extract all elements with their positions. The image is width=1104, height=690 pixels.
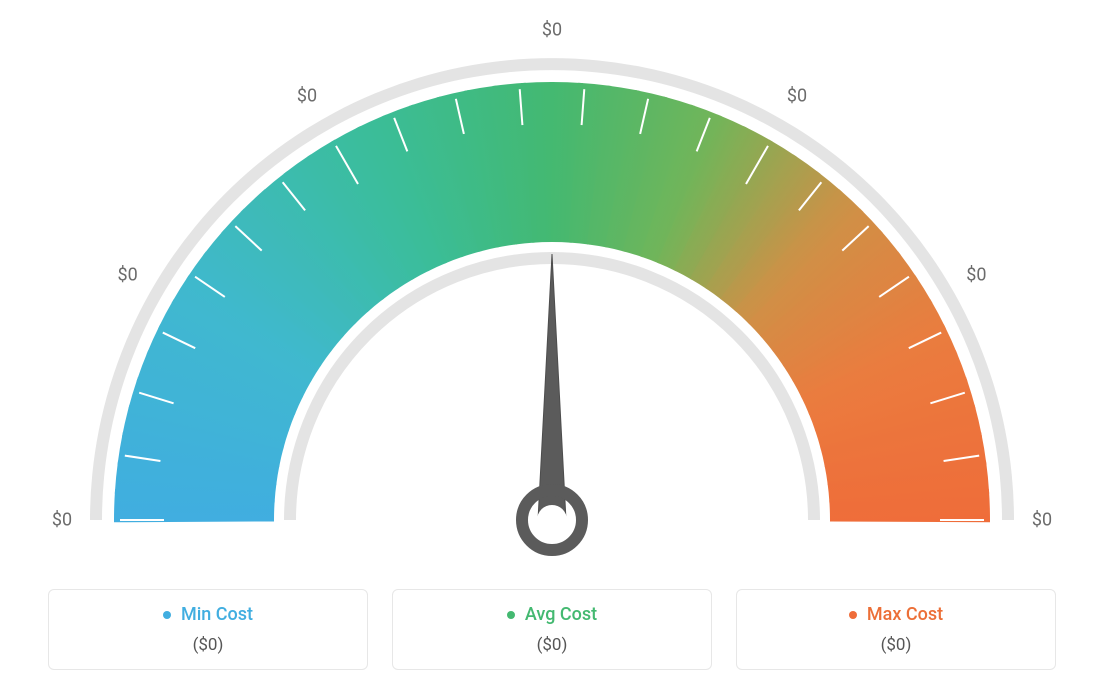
legend-dot-min xyxy=(163,611,171,619)
legend-name-avg: Avg Cost xyxy=(525,604,597,625)
legend-name-max: Max Cost xyxy=(867,604,943,625)
legend-value-min: ($0) xyxy=(67,635,349,655)
legend-title-avg: Avg Cost xyxy=(507,604,597,625)
legend-title-min: Min Cost xyxy=(163,604,253,625)
legend-name-min: Min Cost xyxy=(181,604,253,625)
gauge-scale-label: $0 xyxy=(1032,510,1052,531)
gauge-scale-label: $0 xyxy=(118,265,138,286)
legend-value-avg: ($0) xyxy=(411,635,693,655)
legend-card-max: Max Cost ($0) xyxy=(736,589,1056,671)
legend-value-max: ($0) xyxy=(755,635,1037,655)
gauge-scale-label: $0 xyxy=(787,85,807,106)
legend-card-min: Min Cost ($0) xyxy=(48,589,368,671)
legend-row: Min Cost ($0) Avg Cost ($0) Max Cost ($0… xyxy=(42,589,1062,671)
gauge-scale-label: $0 xyxy=(52,510,72,531)
gauge-svg xyxy=(72,20,1032,580)
gauge-scale-label: $0 xyxy=(542,20,562,41)
legend-dot-max xyxy=(849,611,857,619)
gauge-scale-label: $0 xyxy=(297,85,317,106)
gauge-scale-label: $0 xyxy=(966,265,986,286)
gauge-chart: $0$0$0$0$0$0$0 xyxy=(72,20,1032,580)
legend-dot-avg xyxy=(507,611,515,619)
legend-title-max: Max Cost xyxy=(849,604,943,625)
legend-card-avg: Avg Cost ($0) xyxy=(392,589,712,671)
